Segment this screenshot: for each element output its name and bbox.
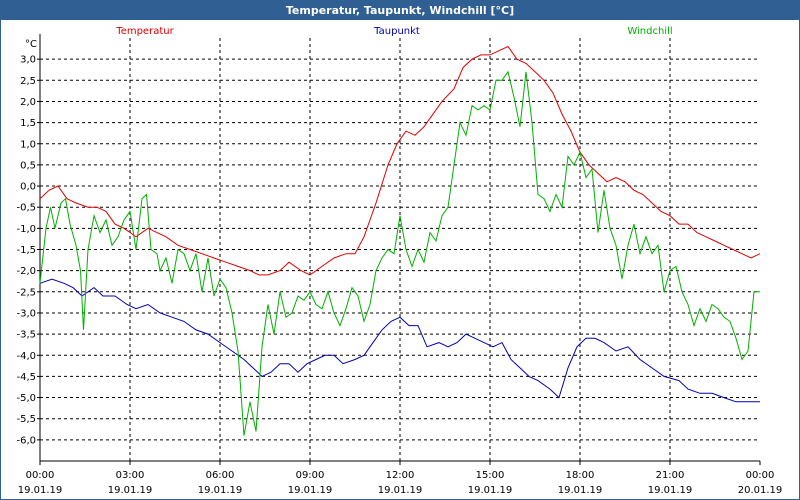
legend: Temperatur Taupunkt Windchill bbox=[115, 26, 672, 37]
x-tick-date: 20.01.19 bbox=[738, 485, 783, 496]
x-tick-date: 19.01.19 bbox=[288, 485, 333, 496]
y-tick-label: 3,0 bbox=[20, 55, 36, 66]
x-tick-labels: 00:00 19.01.19 03:00 19.01.19 06:00 19.01.19 0… bbox=[18, 470, 783, 496]
x-tick-time: 00:00 bbox=[26, 470, 55, 481]
window-title: Temperatur, Taupunkt, Windchill [°C] bbox=[1, 1, 799, 20]
x-tick-date: 19.01.19 bbox=[198, 485, 243, 496]
x-tick-time: 00:00 bbox=[746, 470, 775, 481]
y-tick-labels: 3,0 2,5 2,0 1,5 1,0 0,5 0,0 -0,5 -1,0 -1,5 -2,0 -2,… bbox=[16, 55, 36, 447]
series-line-taupunkt bbox=[39, 278, 760, 403]
y-tick-label: 2,0 bbox=[20, 97, 36, 108]
y-tick-label: 0,0 bbox=[20, 182, 36, 193]
legend-temperatur: Temperatur bbox=[115, 26, 174, 37]
legend-windchill: Windchill bbox=[627, 26, 672, 37]
y-tick-label: -1,5 bbox=[16, 245, 36, 256]
y-tick-label: 2,5 bbox=[20, 76, 36, 87]
x-tick-date: 19.01.19 bbox=[378, 485, 423, 496]
y-tick-label: -2,0 bbox=[16, 266, 36, 277]
x-tick-time: 18:00 bbox=[566, 470, 595, 481]
y-tick-label: -1,0 bbox=[16, 224, 36, 235]
y-tick-label: -4,5 bbox=[16, 372, 36, 383]
axes bbox=[37, 34, 761, 465]
x-tick-time: 15:00 bbox=[476, 470, 505, 481]
x-tick-date: 19.01.19 bbox=[468, 485, 513, 496]
grid bbox=[40, 38, 760, 461]
x-tick-time: 06:00 bbox=[206, 470, 235, 481]
legend-taupunkt: Taupunkt bbox=[373, 26, 420, 37]
x-tick-time: 03:00 bbox=[116, 470, 145, 481]
y-axis-unit: °C bbox=[25, 39, 37, 50]
y-tick-label: 1,5 bbox=[20, 118, 36, 129]
x-tick-date: 19.01.19 bbox=[648, 485, 693, 496]
x-tick-date: 19.01.19 bbox=[108, 485, 153, 496]
x-tick-time: 21:00 bbox=[656, 470, 685, 481]
y-tick-label: -2,5 bbox=[16, 287, 36, 298]
y-tick-label: 1,0 bbox=[20, 139, 36, 150]
y-tick-label: -0,5 bbox=[16, 203, 36, 214]
y-tick-label: -4,0 bbox=[16, 351, 36, 362]
x-tick-date: 19.01.19 bbox=[18, 485, 63, 496]
y-tick-label: -3,0 bbox=[16, 308, 36, 319]
y-tick-label: 0,5 bbox=[20, 160, 36, 171]
y-tick-label: -5,0 bbox=[16, 393, 36, 404]
y-tick-label: -6,0 bbox=[16, 435, 36, 446]
y-tick-label: -3,5 bbox=[16, 330, 36, 341]
x-tick-date: 19.01.19 bbox=[558, 485, 603, 496]
series-line-temperatur bbox=[39, 45, 761, 276]
x-tick-time: 09:00 bbox=[296, 470, 325, 481]
x-tick-time: 12:00 bbox=[386, 470, 415, 481]
series-lines bbox=[39, 45, 761, 436]
y-tick-label: -5,5 bbox=[16, 414, 36, 425]
series-line-windchill bbox=[39, 70, 760, 436]
